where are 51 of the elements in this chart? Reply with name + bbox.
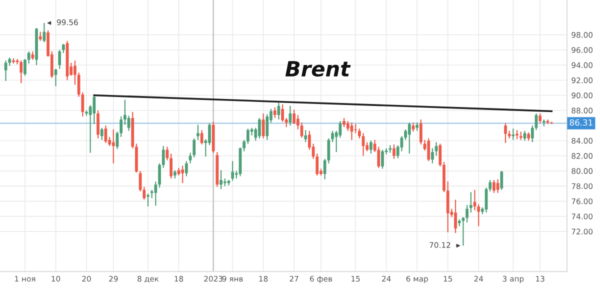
candlestick bbox=[208, 122, 211, 146]
candlestick bbox=[434, 142, 438, 156]
candlestick bbox=[27, 50, 30, 64]
candlestick bbox=[281, 104, 284, 122]
candlestick bbox=[412, 122, 415, 132]
candlestick bbox=[58, 49, 62, 70]
candlestick bbox=[538, 112, 542, 124]
candlestick bbox=[246, 128, 250, 144]
candlestick bbox=[292, 109, 296, 125]
candlestick bbox=[266, 114, 269, 140]
candlestick bbox=[512, 128, 515, 140]
candlestick bbox=[62, 43, 65, 54]
candlestick bbox=[469, 192, 472, 214]
candlestick bbox=[381, 149, 384, 170]
candlestick bbox=[258, 117, 261, 139]
text: Brent bbox=[285, 61, 351, 77]
candlestick bbox=[342, 117, 346, 128]
candlestick bbox=[220, 170, 222, 190]
candlestick bbox=[262, 112, 265, 139]
candlestick bbox=[184, 160, 188, 177]
candlestick bbox=[231, 160, 234, 182]
candlestick bbox=[304, 130, 308, 143]
candlestick bbox=[523, 130, 526, 142]
candlestick bbox=[158, 162, 161, 188]
candlestick bbox=[446, 180, 450, 233]
candlestick bbox=[370, 140, 372, 154]
candlestick bbox=[181, 165, 184, 184]
candlestick bbox=[273, 106, 276, 119]
candlestick bbox=[392, 144, 396, 160]
candlestick bbox=[100, 127, 104, 140]
candlestick bbox=[504, 122, 507, 144]
candlestick bbox=[516, 130, 518, 140]
candlestick bbox=[438, 143, 442, 167]
candlestick bbox=[20, 60, 23, 84]
candlestick bbox=[454, 199, 457, 234]
candlestick bbox=[500, 170, 504, 190]
candlestick bbox=[154, 180, 158, 206]
candlestick bbox=[196, 124, 200, 140]
candlestick bbox=[96, 110, 100, 139]
candlestick bbox=[38, 31, 42, 42]
candlestick bbox=[24, 58, 26, 76]
candlestick bbox=[492, 179, 496, 194]
candlestick bbox=[331, 130, 334, 143]
candlestick bbox=[112, 128, 115, 164]
candlestick bbox=[427, 138, 430, 162]
candlestick bbox=[408, 122, 411, 154]
candlestick bbox=[146, 193, 150, 208]
candlestick bbox=[200, 130, 204, 146]
candlestick bbox=[162, 145, 165, 168]
candlestick bbox=[54, 68, 58, 87]
ref-line-label: 86.31 bbox=[570, 119, 592, 126]
